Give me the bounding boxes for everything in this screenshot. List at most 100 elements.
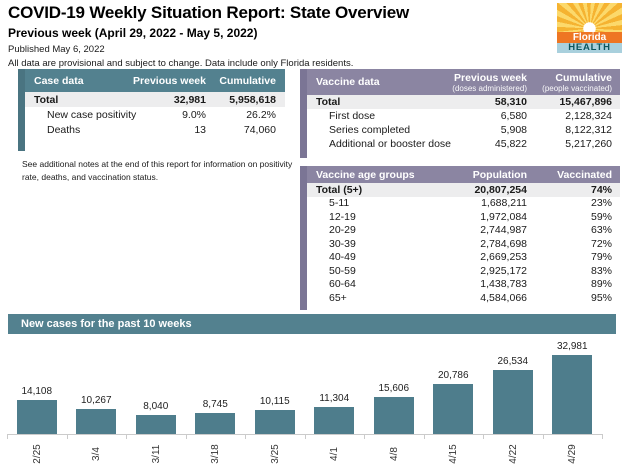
axis-tick	[66, 434, 68, 439]
row-label: Additional or booster dose	[329, 138, 451, 150]
row-label: New case positivity	[47, 108, 137, 121]
bar-value-label: 26,534	[497, 356, 529, 367]
column-header: Cumulative (people vaccinated)	[527, 72, 612, 93]
cell-value: 1,688,211	[481, 197, 527, 210]
vaccine-table-header: Vaccine data Previous week (doses admini…	[307, 69, 620, 95]
chart-bar	[195, 413, 236, 434]
data-disclaimer: All data are provisional and subject to …	[8, 58, 354, 69]
report-header: COVID-19 Weekly Situation Report: State …	[8, 3, 548, 69]
cell-value: 2,925,172	[480, 264, 527, 277]
row-label: Deaths	[47, 123, 81, 136]
chart-bar	[135, 415, 176, 434]
axis-tick	[126, 434, 127, 439]
cell-value: 79%	[590, 251, 612, 264]
column-header: Vaccine data	[316, 76, 380, 88]
x-axis-label: 4/22	[507, 444, 519, 464]
axis-tick	[245, 434, 246, 439]
chart-bar	[492, 370, 533, 434]
bar-value-label: 15,606	[378, 383, 410, 394]
cell-value: 45,822	[494, 138, 527, 150]
bar-value-label: 8,745	[202, 399, 228, 410]
logo-florida-text: Florida	[557, 32, 622, 43]
cell-value: 15,467,896	[559, 96, 612, 108]
cell-value: 2,128,324	[565, 110, 612, 122]
x-axis-label: 3/25	[269, 444, 281, 464]
axis-tick	[304, 434, 306, 439]
bar-value-label: 11,304	[319, 393, 350, 404]
table-row: 5-11 1,688,211 23%	[307, 196, 620, 210]
column-header: Previous week	[133, 74, 206, 87]
bar-value-label: 32,981	[556, 341, 588, 352]
chart-section-header: New cases for the past 10 weeks	[8, 314, 616, 334]
row-label: Total	[316, 96, 341, 108]
row-label: Series completed	[329, 124, 411, 136]
vaccine-data-table: Vaccine data Previous week (doses admini…	[300, 69, 620, 158]
axis-tick	[602, 434, 603, 439]
column-header: Population	[472, 168, 527, 181]
cell-value: 95%	[590, 291, 612, 304]
cell-value: 20,807,254	[474, 183, 527, 196]
row-label: 20-29	[329, 224, 356, 237]
cell-value: 74,060	[243, 123, 276, 136]
additional-notes-text: See additional notes at the end of this …	[22, 159, 293, 183]
cell-value: 8,122,312	[565, 124, 612, 136]
x-axis-label: 4/1	[328, 447, 340, 461]
cell-value: 83%	[590, 264, 612, 277]
row-label: 5-11	[329, 197, 350, 210]
new-cases-bar-chart: 14,108 2/25 10,267 3/4 8,040 3/11 8,745 3/18 10,…	[0, 336, 624, 470]
logo-health-text: HEALTH	[557, 43, 622, 53]
cell-value: 6,580	[500, 110, 527, 122]
x-axis-label: 2/25	[31, 444, 43, 464]
table-row: 65+ 4,584,066 95%	[307, 291, 620, 305]
vaccine-age-groups-table: Vaccine age groups Population Vaccinated…	[300, 166, 620, 310]
cell-value: 58,310	[494, 96, 527, 108]
bar-value-label: 8,040	[143, 401, 169, 412]
table-row: Total 32,981 5,958,618	[25, 92, 285, 107]
table-row: Series completed 5,908 8,122,312	[307, 123, 620, 137]
x-axis-label: 4/15	[447, 444, 459, 464]
table-row: Total (5+) 20,807,254 74%	[307, 183, 620, 197]
cell-value: 2,669,253	[480, 251, 527, 264]
cell-value: 74%	[590, 183, 612, 196]
table-accent-stripe	[300, 69, 307, 158]
row-label: 50-59	[329, 264, 356, 277]
chart-bar	[314, 407, 355, 434]
table-row: 20-29 2,744,987 63%	[307, 223, 620, 237]
chart-bar	[76, 409, 117, 434]
axis-tick	[542, 434, 544, 439]
x-axis-label: 4/29	[566, 444, 578, 464]
table-row: Additional or booster dose 45,822 5,217,…	[307, 137, 620, 151]
bar-value-label: 14,108	[21, 386, 53, 397]
row-label: Total (5+)	[316, 183, 363, 196]
table-row: New case positivity 9.0% 26.2%	[25, 107, 285, 122]
cell-value: 23%	[590, 197, 612, 210]
table-row: 50-59 2,925,172 83%	[307, 264, 620, 278]
table-row: 30-39 2,784,698 72%	[307, 237, 620, 251]
sun-icon	[557, 3, 622, 32]
chart-bar	[373, 397, 414, 434]
column-header: Vaccinated	[557, 168, 612, 181]
axis-tick	[185, 434, 187, 439]
x-axis-label: 3/18	[209, 444, 221, 464]
axis-tick	[423, 434, 425, 439]
axis-tick	[7, 434, 8, 439]
chart-bar	[254, 410, 295, 434]
x-axis-label: 4/8	[388, 447, 400, 461]
report-week-subtitle: Previous week (April 29, 2022 - May 5, 2…	[8, 26, 258, 40]
column-header-sub: (doses administered)	[452, 83, 527, 93]
page-title: COVID-19 Weekly Situation Report: State …	[8, 3, 410, 22]
chart-bar	[552, 355, 593, 434]
column-header: Cumulative	[219, 74, 276, 87]
published-date: Published May 6, 2022	[8, 44, 105, 55]
column-header: Vaccine age groups	[316, 168, 415, 181]
cell-value: 4,584,066	[480, 291, 527, 304]
case-data-table: Case data Previous week Cumulative Total…	[18, 69, 285, 151]
column-header-main: Previous week	[454, 71, 527, 84]
cell-value: 9.0%	[182, 108, 206, 121]
row-label: 65+	[329, 291, 347, 304]
cell-value: 1,438,783	[480, 278, 527, 291]
column-header: Previous week (doses administered)	[435, 72, 527, 93]
chart-bar	[16, 400, 57, 434]
axis-tick	[483, 434, 484, 439]
